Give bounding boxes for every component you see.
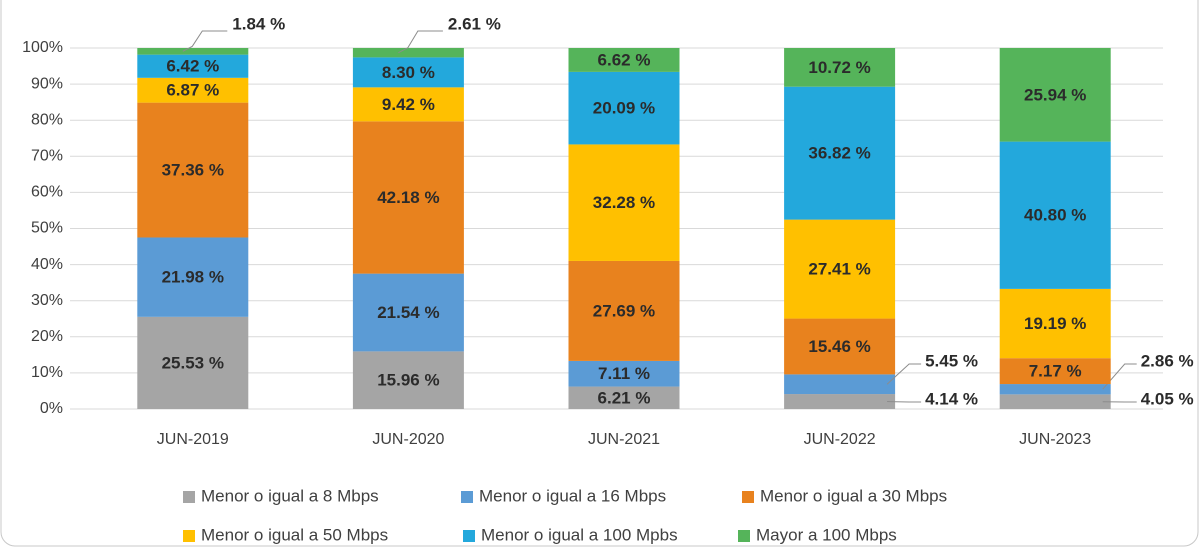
bar-segment bbox=[568, 260, 680, 361]
y-tick-label: 40% bbox=[31, 256, 63, 273]
legend-swatch bbox=[742, 491, 754, 503]
value-label: 19.19 % bbox=[1024, 314, 1086, 333]
bar-segment bbox=[137, 316, 249, 409]
bar-segment bbox=[352, 273, 464, 352]
legend-swatch bbox=[183, 491, 195, 503]
value-label: 8.30 % bbox=[382, 63, 435, 82]
value-label: 4.05 % bbox=[1141, 389, 1194, 408]
legend-label: Mayor a 100 Mbps bbox=[756, 525, 897, 544]
value-label: 21.54 % bbox=[377, 303, 439, 322]
x-tick-label: JUN-2023 bbox=[1019, 431, 1091, 448]
value-label: 37.36 % bbox=[162, 161, 224, 180]
y-tick-label: 0% bbox=[40, 400, 63, 417]
x-tick-label: JUN-2020 bbox=[372, 431, 444, 448]
bar-segment bbox=[784, 318, 896, 375]
value-label: 25.53 % bbox=[162, 353, 224, 372]
value-label: 1.84 % bbox=[232, 14, 285, 33]
bar-segment bbox=[137, 48, 249, 55]
bar-segment bbox=[568, 386, 680, 409]
value-label: 27.69 % bbox=[593, 301, 655, 320]
bar-segment bbox=[784, 394, 896, 409]
value-label: 15.96 % bbox=[377, 371, 439, 390]
legend-label: Menor o igual a 50 Mbps bbox=[201, 525, 388, 544]
bar-segment bbox=[568, 360, 680, 387]
y-tick-label: 100% bbox=[22, 39, 63, 56]
value-label: 5.45 % bbox=[925, 351, 978, 370]
value-label: 2.86 % bbox=[1141, 351, 1194, 370]
legend-swatch bbox=[461, 491, 473, 503]
bar-segment bbox=[568, 71, 680, 145]
value-label: 2.61 % bbox=[448, 14, 501, 33]
y-tick-label: 50% bbox=[31, 220, 63, 237]
value-label: 7.17 % bbox=[1029, 362, 1082, 381]
bar-segment bbox=[568, 48, 680, 72]
bar-segment bbox=[352, 57, 464, 88]
bar-segment bbox=[999, 288, 1111, 359]
y-tick-label: 70% bbox=[31, 148, 63, 165]
y-tick-label: 80% bbox=[31, 111, 63, 128]
y-tick-label: 30% bbox=[31, 292, 63, 309]
value-label: 6.21 % bbox=[598, 388, 651, 407]
bar-segment bbox=[784, 219, 896, 319]
value-label: 6.62 % bbox=[598, 50, 651, 69]
y-tick-label: 10% bbox=[31, 364, 63, 381]
value-label: 7.11 % bbox=[598, 364, 650, 383]
value-label: 27.41 % bbox=[808, 260, 870, 279]
bar-segment bbox=[784, 48, 896, 87]
x-tick-label: JUN-2021 bbox=[588, 431, 660, 448]
leader-line bbox=[886, 363, 922, 385]
bar-segment bbox=[352, 121, 464, 274]
bar-segment bbox=[784, 374, 896, 395]
bar-segment bbox=[137, 77, 249, 103]
value-label: 36.82 % bbox=[808, 144, 870, 163]
value-label: 40.80 % bbox=[1024, 206, 1086, 225]
value-label: 20.09 % bbox=[593, 99, 655, 118]
y-tick-label: 90% bbox=[31, 75, 63, 92]
bar-segment bbox=[137, 54, 249, 78]
bar-segment bbox=[352, 47, 464, 58]
value-label: 42.18 % bbox=[377, 188, 439, 207]
bar-segment bbox=[137, 237, 249, 317]
legend-label: Menor o igual a 8 Mbps bbox=[201, 486, 379, 505]
value-label: 4.14 % bbox=[925, 389, 978, 408]
value-label: 32.28 % bbox=[593, 193, 655, 212]
legend-label: Menor o igual a 30 Mbps bbox=[760, 486, 947, 505]
bar-segment bbox=[784, 86, 896, 220]
y-tick-label: 20% bbox=[31, 328, 63, 345]
x-tick-label: JUN-2022 bbox=[804, 431, 876, 448]
legend-label: Menor o igual a 16 Mbps bbox=[479, 486, 666, 505]
legend-swatch bbox=[738, 530, 750, 542]
value-label: 6.42 % bbox=[166, 57, 219, 76]
bar-segment bbox=[999, 384, 1111, 395]
legend-label: Menor o igual a 100 Mpbs bbox=[481, 525, 678, 544]
value-label: 21.98 % bbox=[162, 268, 224, 287]
bar-segment bbox=[999, 394, 1111, 409]
y-tick-label: 60% bbox=[31, 184, 63, 201]
value-label: 10.72 % bbox=[808, 58, 870, 77]
bar-segment bbox=[999, 47, 1111, 142]
bar-segment bbox=[568, 144, 680, 261]
legend-swatch bbox=[183, 530, 195, 542]
bar-segment bbox=[137, 102, 249, 238]
x-tick-label: JUN-2019 bbox=[157, 431, 229, 448]
value-label: 25.94 % bbox=[1024, 85, 1086, 104]
bar-segment bbox=[999, 358, 1111, 385]
value-label: 6.87 % bbox=[166, 81, 219, 100]
bar-segment bbox=[352, 351, 464, 409]
leader-line bbox=[398, 30, 443, 54]
value-label: 9.42 % bbox=[382, 95, 435, 114]
bar-segment bbox=[999, 141, 1111, 289]
bar-segment bbox=[352, 87, 464, 122]
value-label: 15.46 % bbox=[808, 337, 870, 356]
legend-swatch bbox=[463, 530, 475, 542]
leader-line bbox=[182, 30, 228, 52]
